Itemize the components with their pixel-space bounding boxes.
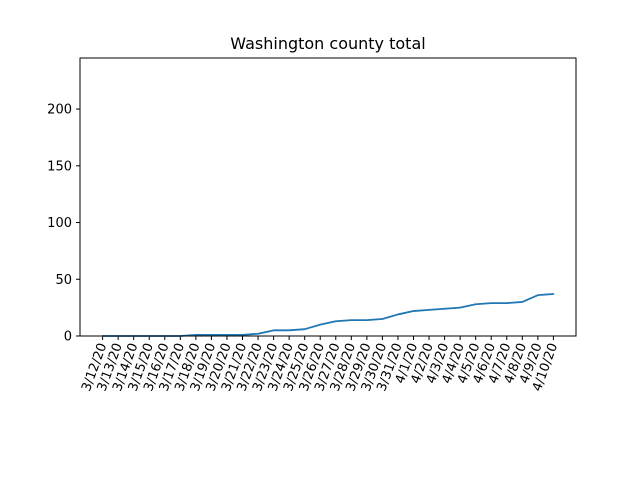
y-tick-label: 50 [55, 273, 72, 288]
series-line-0 [101, 293, 555, 337]
x-axis: 3/12/203/13/203/14/203/15/203/16/203/17/… [79, 336, 561, 393]
chart-title: Washington county total [230, 34, 425, 53]
axes-frame [79, 57, 577, 337]
y-tick-label: 200 [47, 103, 72, 118]
y-tick-label: 0 [64, 330, 72, 345]
plot-area [101, 293, 555, 337]
y-tick-label: 100 [47, 216, 72, 231]
y-axis: 0 50 100 150 200 [47, 103, 80, 345]
y-tick-label: 150 [47, 159, 72, 174]
